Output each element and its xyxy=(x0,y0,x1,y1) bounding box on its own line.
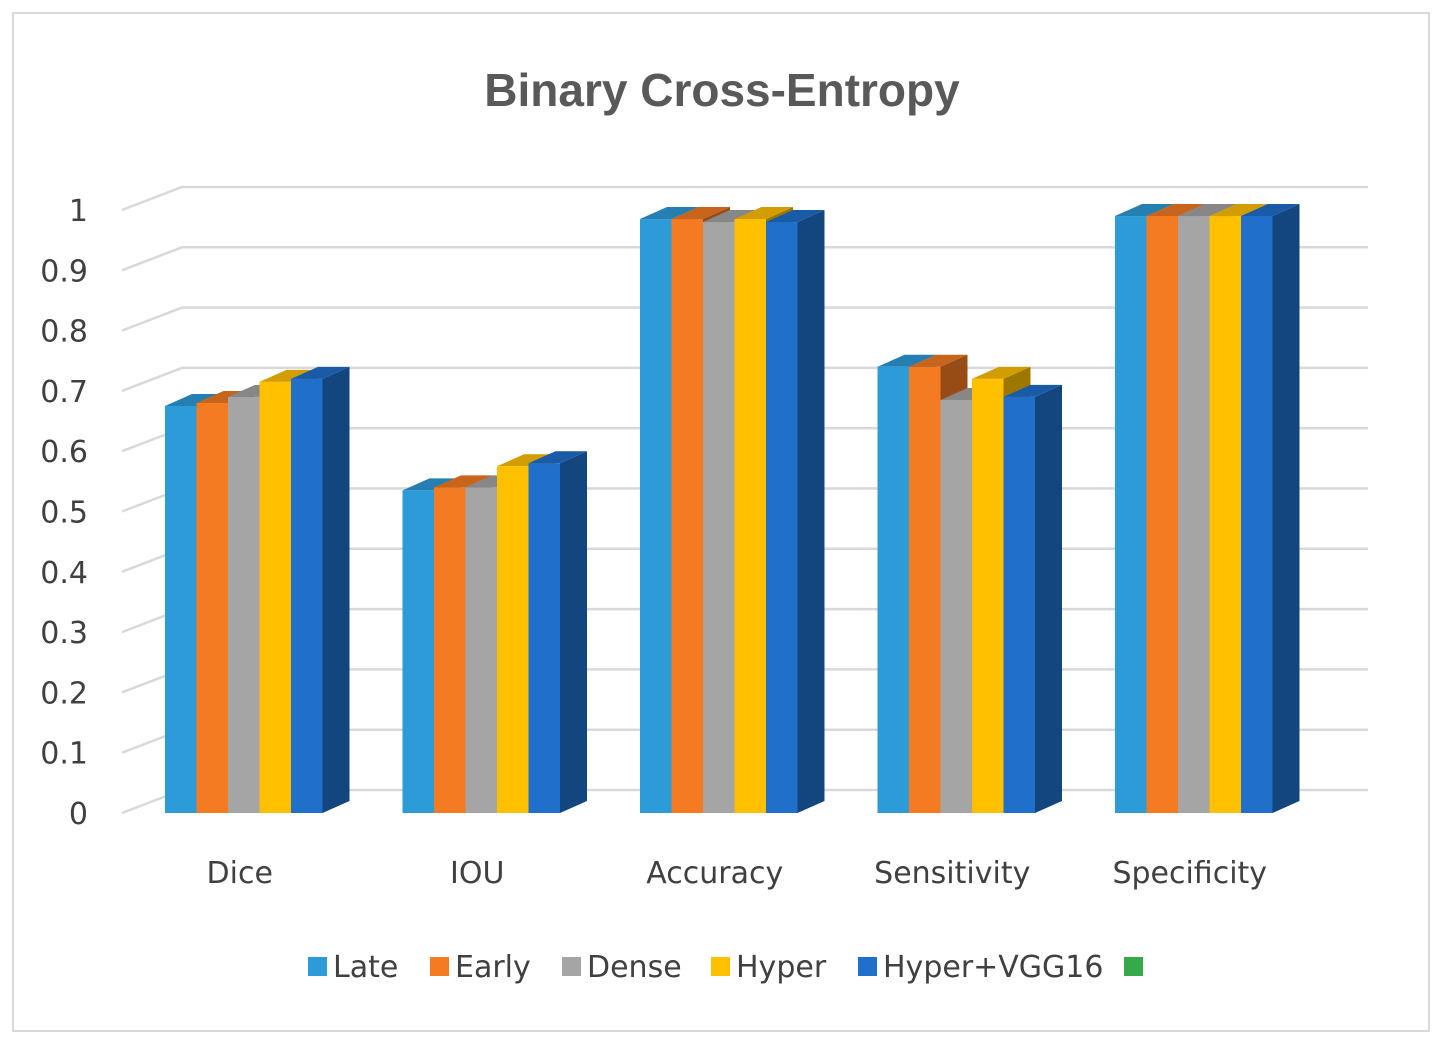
category-label: IOU xyxy=(450,856,504,891)
legend-item: Hyper xyxy=(711,950,827,985)
bar-top xyxy=(703,210,762,223)
bar-front xyxy=(165,405,197,813)
bar-front xyxy=(972,378,1004,813)
legend-item xyxy=(1124,957,1143,976)
bar-top xyxy=(1178,204,1237,217)
bars xyxy=(165,204,1300,814)
bar-front xyxy=(1146,216,1178,813)
bar-top xyxy=(734,207,793,220)
bar-hyper-vgg16-specificity xyxy=(1241,204,1300,813)
legend-swatch xyxy=(711,957,730,976)
bar-hyper-vgg16-iou xyxy=(528,451,587,813)
bar-top xyxy=(528,451,587,464)
legend: Late Early Dense Hyper Hyper+VGG16 xyxy=(308,950,1143,985)
bar-front xyxy=(497,466,529,813)
bar-front xyxy=(671,219,703,814)
bar-front xyxy=(877,366,909,813)
bar-top xyxy=(1115,204,1174,217)
chart-title: Binary Cross-Entropy xyxy=(484,64,960,116)
y-tick-label: 0.6 xyxy=(40,435,88,470)
bar-top xyxy=(402,478,461,491)
bar-front xyxy=(465,487,497,813)
legend-item: Hyper+VGG16 xyxy=(858,950,1103,985)
bar-front xyxy=(528,463,560,813)
y-tick-label: 0.1 xyxy=(40,737,88,772)
bar-top xyxy=(434,475,493,488)
bar-front xyxy=(909,366,941,813)
bar-front xyxy=(228,396,260,813)
category-label: Sensitivity xyxy=(874,856,1030,891)
bar-top xyxy=(909,354,968,367)
y-tick-label: 0.3 xyxy=(40,616,88,651)
bar-top xyxy=(640,207,699,220)
bar-front xyxy=(640,219,672,814)
bar-front xyxy=(1003,396,1035,813)
bar-front xyxy=(1241,216,1273,813)
legend-swatch xyxy=(562,957,581,976)
bar-top xyxy=(877,354,936,367)
legend-swatch xyxy=(1124,957,1143,976)
gridline xyxy=(121,366,1368,393)
bar-hyper-vgg16-dice xyxy=(291,366,350,813)
legend-label: Hyper xyxy=(736,950,827,985)
legend-swatch xyxy=(430,957,449,976)
bar-top xyxy=(1003,384,1062,397)
bar-side xyxy=(1272,204,1300,813)
category-label: Accuracy xyxy=(646,856,783,891)
y-tick-label: 0.8 xyxy=(40,315,88,350)
y-tick-label: 1 xyxy=(69,194,88,229)
bar-front xyxy=(1115,216,1147,813)
bar-top xyxy=(766,210,825,223)
bar-side xyxy=(560,451,587,813)
bar-top xyxy=(259,369,318,382)
gridline xyxy=(121,185,1368,212)
legend-label: Dense xyxy=(587,950,682,985)
bar-front xyxy=(291,378,323,813)
y-tick-label: 0 xyxy=(69,797,88,832)
bar-top xyxy=(1241,204,1300,217)
category-label: Dice xyxy=(207,856,273,891)
bar-top xyxy=(497,454,556,467)
bar-side xyxy=(797,210,825,813)
bar-top xyxy=(1146,204,1205,217)
y-tick-label: 0.5 xyxy=(40,496,88,531)
legend-swatch xyxy=(858,957,877,976)
bar-hyper-vgg16-accuracy xyxy=(766,210,825,813)
y-tick-label: 0.4 xyxy=(40,556,88,591)
legend-label: Late xyxy=(333,950,398,985)
bar-top xyxy=(291,366,350,379)
bar-side xyxy=(322,366,350,813)
bar-front xyxy=(1209,216,1241,813)
legend-label: Hyper+VGG16 xyxy=(883,950,1103,985)
gridline xyxy=(121,246,1368,272)
bar-front xyxy=(734,219,766,814)
legend-label: Early xyxy=(455,950,531,985)
bar-top xyxy=(165,393,224,406)
bar-front xyxy=(259,381,291,813)
bar-front xyxy=(196,402,228,813)
bar-top xyxy=(671,207,730,220)
y-tick-label: 0.2 xyxy=(40,676,88,711)
bar-top xyxy=(1209,204,1268,217)
y-tick-label: 0.7 xyxy=(40,375,88,410)
y-axis-ticks: 0 0.1 0.2 0.3 0.4 0.5 0.6 0.7 0.8 0.9 1 xyxy=(40,194,88,832)
legend-swatch xyxy=(308,957,327,976)
bar-front xyxy=(940,399,972,813)
bar-top xyxy=(972,366,1031,379)
bar-front xyxy=(1178,216,1210,813)
legend-item: Dense xyxy=(562,950,682,985)
bar-side xyxy=(1035,384,1062,813)
bar-front xyxy=(766,222,798,813)
category-labels: Dice IOU Accuracy Sensitivity Specificity xyxy=(207,856,1268,891)
bar-front xyxy=(434,487,466,813)
bar-hyper-vgg16-sensitivity xyxy=(1003,384,1062,813)
y-tick-label: 0.9 xyxy=(40,254,88,289)
category-label: Specificity xyxy=(1112,856,1267,891)
legend-item: Late xyxy=(308,950,398,985)
bar-front xyxy=(402,490,434,813)
legend-item: Early xyxy=(430,950,531,985)
gridline xyxy=(121,306,1368,332)
bar-front xyxy=(703,222,735,813)
